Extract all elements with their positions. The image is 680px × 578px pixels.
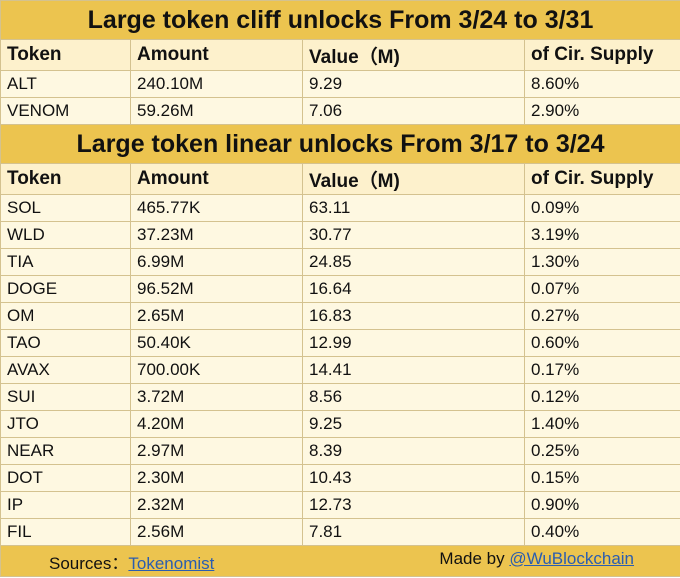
col-header-value: Value（M): [302, 163, 525, 195]
amount-cell: 2.56M: [130, 518, 303, 546]
table-row: AVAX 700.00K 14.41 0.17%: [0, 356, 680, 384]
made-by-label: Made by: [439, 548, 510, 568]
table-row: OM 2.65M 16.83 0.27%: [0, 302, 680, 330]
amount-cell: 3.72M: [130, 383, 303, 411]
amount-cell: 2.65M: [130, 302, 303, 330]
amount-cell: 240.10M: [130, 70, 303, 98]
cliff-header-row: Token Amount Value（M) of Cir. Supply: [0, 39, 680, 71]
amount-cell: 37.23M: [130, 221, 303, 249]
table-row: VENOM 59.26M 7.06 2.90%: [0, 97, 680, 125]
linear-header-row: Token Amount Value（M) of Cir. Supply: [0, 163, 680, 195]
amount-cell: 2.97M: [130, 437, 303, 465]
amount-cell: 6.99M: [130, 248, 303, 276]
cliff-title: Large token cliff unlocks From 3/24 to 3…: [0, 0, 680, 40]
value-cell: 63.11: [302, 194, 525, 222]
table-row: SUI 3.72M 8.56 0.12%: [0, 383, 680, 411]
amount-cell: 700.00K: [130, 356, 303, 384]
supply-cell: 1.40%: [523, 410, 680, 438]
value-cell: 30.77: [302, 221, 525, 249]
amount-cell: 50.40K: [130, 329, 303, 357]
token-cell: OM: [0, 302, 131, 330]
amount-cell: 465.77K: [130, 194, 303, 222]
value-cell: 7.81: [302, 518, 525, 546]
supply-cell: 0.25%: [523, 437, 680, 465]
supply-cell: 2.90%: [523, 97, 680, 125]
col-header-token: Token: [0, 39, 131, 71]
token-cell: VENOM: [0, 97, 131, 125]
col-header-amount: Amount: [130, 39, 303, 71]
token-cell: JTO: [0, 410, 131, 438]
table-row: JTO 4.20M 9.25 1.40%: [0, 410, 680, 438]
footer-cell: Sources：Tokenomist Made by @WuBlockchain: [0, 545, 680, 577]
amount-cell: 4.20M: [130, 410, 303, 438]
col-header-token: Token: [0, 163, 131, 195]
value-cell: 7.06: [302, 97, 525, 125]
table-row: TAO 50.40K 12.99 0.60%: [0, 329, 680, 357]
supply-cell: 0.09%: [523, 194, 680, 222]
col-header-supply: of Cir. Supply: [523, 163, 680, 195]
footer-row: Sources：Tokenomist Made by @WuBlockchain: [0, 545, 680, 577]
value-cell: 24.85: [302, 248, 525, 276]
table-row: ALT 240.10M 9.29 8.60%: [0, 70, 680, 98]
table-row: NEAR 2.97M 8.39 0.25%: [0, 437, 680, 465]
token-cell: AVAX: [0, 356, 131, 384]
value-cell: 9.25: [302, 410, 525, 438]
supply-cell: 8.60%: [523, 70, 680, 98]
token-cell: SOL: [0, 194, 131, 222]
value-cell: 14.41: [302, 356, 525, 384]
table-row: TIA 6.99M 24.85 1.30%: [0, 248, 680, 276]
col-header-supply: of Cir. Supply: [523, 39, 680, 71]
supply-cell: 0.12%: [523, 383, 680, 411]
col-header-value: Value（M): [302, 39, 525, 71]
amount-cell: 2.32M: [130, 491, 303, 519]
sources-label: Sources：: [49, 553, 129, 573]
token-cell: SUI: [0, 383, 131, 411]
token-cell: TIA: [0, 248, 131, 276]
supply-cell: 0.27%: [523, 302, 680, 330]
col-header-amount: Amount: [130, 163, 303, 195]
supply-cell: 0.60%: [523, 329, 680, 357]
value-cell: 16.64: [302, 275, 525, 303]
table-row: DOT 2.30M 10.43 0.15%: [0, 464, 680, 492]
value-cell: 12.73: [302, 491, 525, 519]
table-row: SOL 465.77K 63.11 0.09%: [0, 194, 680, 222]
supply-cell: 0.17%: [523, 356, 680, 384]
token-cell: WLD: [0, 221, 131, 249]
table-row: IP 2.32M 12.73 0.90%: [0, 491, 680, 519]
supply-cell: 3.19%: [523, 221, 680, 249]
supply-cell: 1.30%: [523, 248, 680, 276]
token-cell: NEAR: [0, 437, 131, 465]
token-cell: DOGE: [0, 275, 131, 303]
value-cell: 9.29: [302, 70, 525, 98]
token-cell: IP: [0, 491, 131, 519]
supply-cell: 0.90%: [523, 491, 680, 519]
value-cell: 8.56: [302, 383, 525, 411]
value-cell: 8.39: [302, 437, 525, 465]
table-row: FIL 2.56M 7.81 0.40%: [0, 518, 680, 546]
linear-title: Large token linear unlocks From 3/17 to …: [0, 124, 680, 164]
value-cell: 10.43: [302, 464, 525, 492]
sources-credit: Sources：Tokenomist: [49, 549, 214, 574]
author-credit: Made by @WuBlockchain: [439, 549, 634, 574]
token-cell: ALT: [0, 70, 131, 98]
author-link[interactable]: @WuBlockchain: [509, 548, 635, 568]
token-cell: TAO: [0, 329, 131, 357]
table-row: WLD 37.23M 30.77 3.19%: [0, 221, 680, 249]
value-cell: 16.83: [302, 302, 525, 330]
cliff-title-row: Large token cliff unlocks From 3/24 to 3…: [0, 0, 680, 40]
sources-link[interactable]: Tokenomist: [128, 553, 215, 573]
supply-cell: 0.15%: [523, 464, 680, 492]
linear-title-row: Large token linear unlocks From 3/17 to …: [0, 124, 680, 164]
supply-cell: 0.07%: [523, 275, 680, 303]
token-cell: FIL: [0, 518, 131, 546]
amount-cell: 2.30M: [130, 464, 303, 492]
amount-cell: 59.26M: [130, 97, 303, 125]
amount-cell: 96.52M: [130, 275, 303, 303]
token-cell: DOT: [0, 464, 131, 492]
table-row: DOGE 96.52M 16.64 0.07%: [0, 275, 680, 303]
supply-cell: 0.40%: [523, 518, 680, 546]
value-cell: 12.99: [302, 329, 525, 357]
